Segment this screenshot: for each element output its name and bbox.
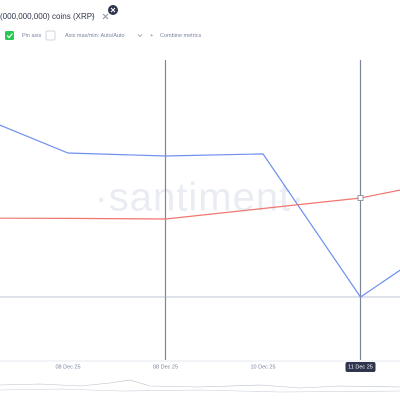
pin-checkbox[interactable] xyxy=(5,31,14,40)
combine-metrics[interactable]: Combine metrics xyxy=(160,33,202,39)
metric-title: (000,000,000) coins (XRP) xyxy=(0,12,95,21)
series-line xyxy=(0,124,400,298)
x-tick-label: 08 Dec 25 xyxy=(55,364,80,370)
hover-marker xyxy=(357,195,364,201)
remove-icon[interactable] xyxy=(102,13,109,20)
series-line xyxy=(0,189,400,220)
close-button[interactable] xyxy=(108,5,118,15)
check-mark xyxy=(6,33,13,39)
tick-highlight xyxy=(345,362,376,372)
axis-control[interactable]: Axis max/min: Auto/Auto xyxy=(65,33,125,39)
menu-icon[interactable] xyxy=(92,12,94,21)
plot-area xyxy=(0,124,400,298)
navigator-line xyxy=(0,379,400,389)
x-tick-label: 11 Dec 25 xyxy=(348,364,373,370)
dropdown-icon xyxy=(137,34,143,37)
watermark: ·santiment· xyxy=(94,176,305,220)
plus-icon: + xyxy=(150,33,153,39)
checkbox[interactable] xyxy=(45,30,56,41)
x-tick-label: 08 Dec 25 xyxy=(153,364,178,370)
x-tick-label: 10 Dec 25 xyxy=(250,364,275,370)
navigator-line xyxy=(0,388,400,393)
pin-axis-label[interactable]: Pin axis xyxy=(22,33,42,39)
